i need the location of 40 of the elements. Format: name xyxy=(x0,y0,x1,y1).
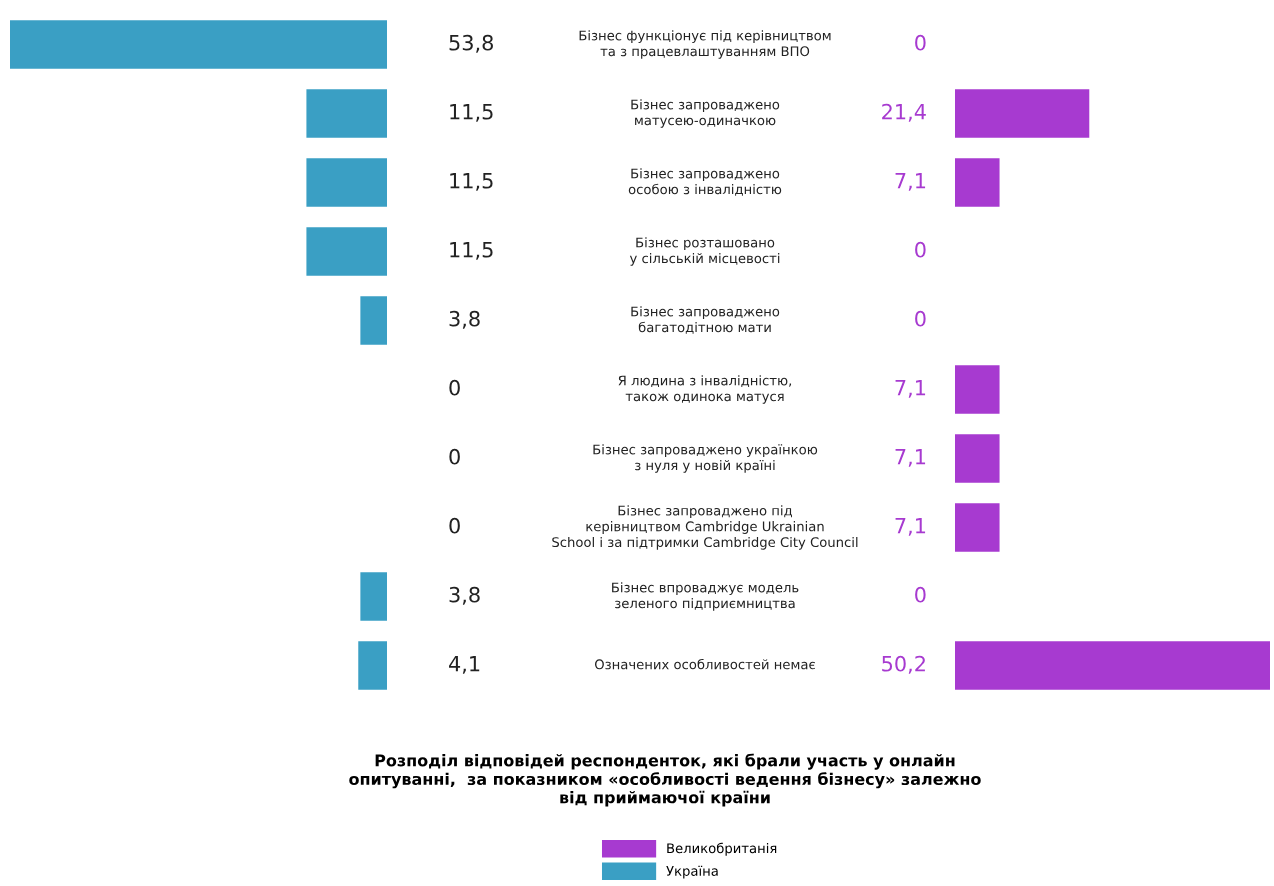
data-label: 11,5 xyxy=(450,173,493,191)
data-label: 0 xyxy=(915,34,926,51)
data-label: 7,1 xyxy=(895,518,926,536)
data-label: 53,8 xyxy=(449,34,493,53)
data-label: 0 xyxy=(449,517,460,534)
data-label: 3,8 xyxy=(449,310,480,329)
y-tick-label: Бізнес запроваджено багатодітною мати xyxy=(631,306,780,334)
y-tick-label: Бізнес запроваджено українкою з нуля у новій країні xyxy=(593,444,818,473)
y-tick-label: Бізнес запроваджено під керівництвом Cambridge Ukrainian School і за підтримки Cambridge City Council xyxy=(552,505,858,550)
y-tick-label: Бізнес впроваджує модель зеленого підприємництва xyxy=(612,582,799,611)
data-label: 0 xyxy=(915,586,926,603)
data-label: 21,4 xyxy=(882,103,926,122)
data-label: 4,1 xyxy=(449,656,480,674)
data-label: 0 xyxy=(449,379,460,396)
data-label: 0 xyxy=(915,310,926,327)
bar xyxy=(360,572,387,621)
bar xyxy=(360,296,387,345)
data-label: 3,8 xyxy=(449,586,480,605)
y-tick-label: Означених особливостей немає xyxy=(595,658,815,670)
bar xyxy=(358,641,387,690)
y-tick-label: Я людина з інвалідністю, також одинока матуся xyxy=(618,375,792,404)
y-tick-label: Бізнес запроваджено матусею-одиначкою xyxy=(631,99,780,128)
data-label: 11,5 xyxy=(450,104,493,122)
data-label: 0 xyxy=(915,241,926,258)
y-tick-label: Бізнес розташовано у сільській місцевості xyxy=(629,237,780,266)
y-tick-label: Бізнес функціонує під керівництвом та з працевлаштуванням ВПО xyxy=(579,30,831,59)
bar xyxy=(306,89,387,138)
bar xyxy=(306,158,387,207)
data-label: 7,1 xyxy=(895,380,926,398)
data-label: 50,2 xyxy=(882,655,925,674)
y-tick-label: Бізнес запроваджено особою з інвалідністю xyxy=(628,168,782,196)
data-label: 11,5 xyxy=(450,242,493,260)
data-label: 7,1 xyxy=(895,449,926,467)
data-label: 0 xyxy=(449,448,460,465)
legend-label: Україна xyxy=(666,865,718,879)
text: Розподіл відповідей респонденток, які брали участь у онлайн опитуванні, за показником «особливості ведення бізнесу» залежно від приймаючої країни xyxy=(349,753,981,807)
legend-label: Великобританія xyxy=(667,842,777,856)
data-label: 7,1 xyxy=(895,173,926,191)
bar xyxy=(306,227,387,276)
bar xyxy=(10,20,387,69)
